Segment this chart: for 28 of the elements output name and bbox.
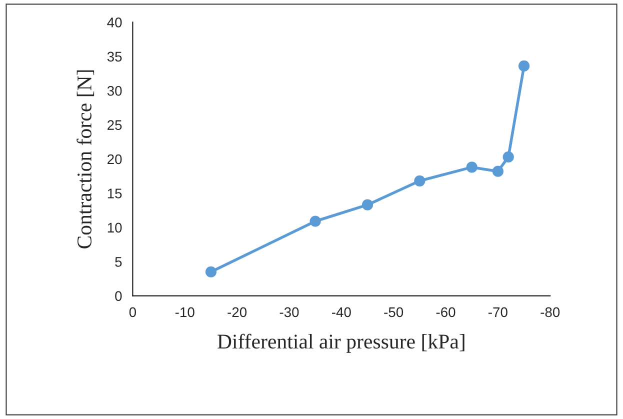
point [205, 266, 217, 278]
y-tick-label: 0 [115, 291, 122, 301]
x-tick-label: -20 [228, 307, 247, 318]
point [310, 216, 321, 227]
x-tick-label: -80 [540, 307, 560, 318]
x-tick-label: -40 [332, 307, 351, 318]
point [502, 151, 514, 163]
point [518, 60, 530, 72]
y-axis-title: Contraction force [N] [76, 70, 94, 248]
point [362, 199, 374, 210]
y-tick-label: 5 [115, 257, 122, 267]
point [414, 175, 426, 186]
x-tick-label: 0 [129, 307, 136, 318]
y-tick-label: 15 [108, 188, 122, 198]
y-tick-label: 25 [108, 120, 122, 130]
y-tick-label: 10 [108, 222, 122, 233]
y-tick-label: 35 [107, 52, 122, 62]
y-tick-label: 30 [107, 86, 122, 96]
point [492, 166, 504, 177]
x-tick-label: -70 [488, 307, 508, 318]
x-tick-label: -30 [280, 307, 299, 318]
x-axis-title: Differential air pressure [kPa] [218, 334, 464, 353]
y-tick-label: 40 [107, 18, 122, 28]
x-tick-label: -10 [175, 307, 194, 318]
y-tick-label: 20 [108, 154, 122, 164]
point [466, 162, 478, 173]
x-tick-label: -60 [436, 307, 456, 318]
x-tick-label: -50 [384, 307, 404, 318]
